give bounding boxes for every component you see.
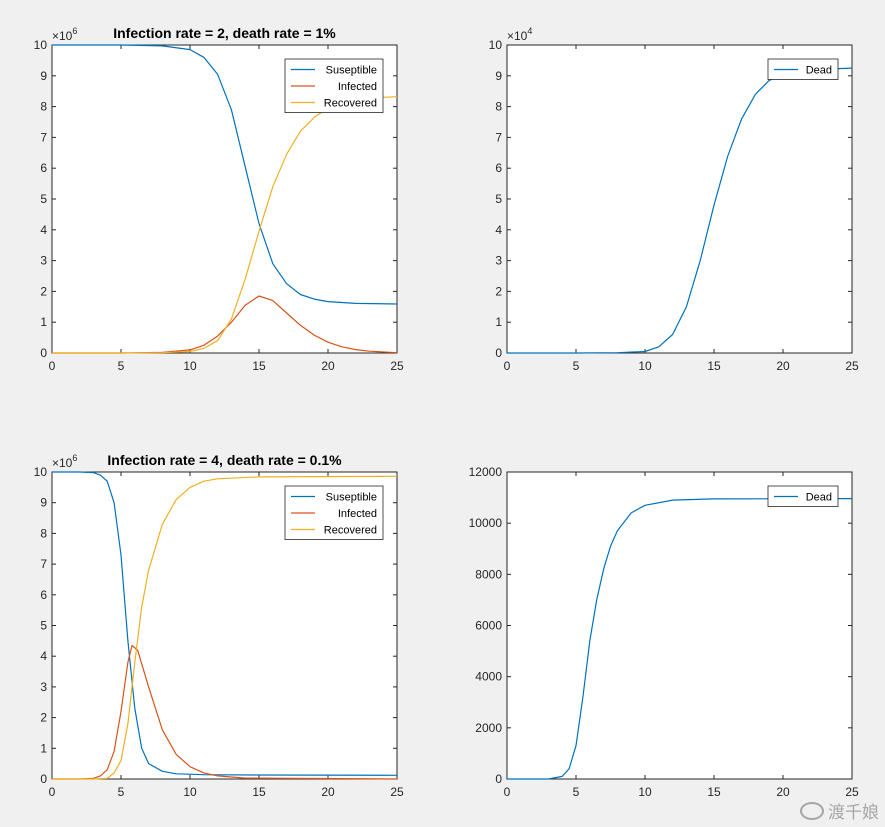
- x-tick-label: 10: [183, 359, 197, 373]
- x-tick-label: 10: [638, 359, 652, 373]
- legend-label: Dead: [806, 65, 832, 77]
- x-tick-label: 15: [252, 359, 266, 373]
- x-tick-label: 5: [573, 785, 580, 799]
- plot-area: [506, 471, 853, 780]
- y-tick-label: 7: [40, 130, 47, 144]
- y-tick-label: 3: [495, 254, 502, 268]
- y-tick-label: 6000: [475, 619, 502, 633]
- legend-label: Recovered: [324, 525, 377, 537]
- subplot-top-right: 0 5 10 15 20 25 0 1 2 3 4 5 6 7 8 9 10 ×104 Dead: [489, 26, 859, 373]
- legend-label: Suseptible: [326, 492, 377, 504]
- y-tick-label: 2000: [475, 721, 502, 735]
- subplot-top-left: 0 5 10 15 20 25 0 1 2 3 4 5 6 7 8 9 10 ×106 Infection rate…: [34, 25, 404, 373]
- y-tick-label: 4: [40, 649, 47, 663]
- y-tick-label: 4: [495, 223, 502, 237]
- y-tick-label: 3: [40, 254, 47, 268]
- x-tick-label: 10: [183, 785, 197, 799]
- legend-label: Infected: [338, 508, 377, 520]
- y-tick-label: 8000: [475, 567, 502, 581]
- x-tick-label: 15: [707, 785, 721, 799]
- subplot-bottom-right: 0 5 10 15 20 25 0 2000 4000 6000 8000 10000 12000 Dea…: [469, 465, 859, 799]
- legend-label: Infected: [338, 81, 377, 93]
- series-line-infected: [52, 644, 398, 780]
- y-tick-label: 12000: [469, 465, 503, 479]
- y-tick-label: 0: [495, 346, 502, 360]
- legend-label: Dead: [806, 492, 832, 504]
- x-tick-label: 5: [118, 359, 125, 373]
- y-tick-label: 6: [40, 161, 47, 175]
- y-tick-label: 4000: [475, 670, 502, 684]
- legend-label: Recovered: [324, 98, 377, 110]
- watermark-text: 渡千娘: [828, 803, 879, 823]
- x-tick-label: 25: [390, 785, 404, 799]
- legend-box: [767, 58, 839, 80]
- y-tick-label: 5: [40, 192, 47, 206]
- x-tick-label: 20: [321, 785, 335, 799]
- x-tick-label: 15: [252, 785, 266, 799]
- y-tick-label: 8: [40, 526, 47, 540]
- y-tick-label: 10000: [469, 516, 503, 530]
- x-tick-label: 20: [321, 359, 335, 373]
- y-tick-label: 3: [40, 680, 47, 694]
- x-tick-label: 5: [573, 359, 580, 373]
- y-tick-label: 8: [495, 100, 502, 114]
- x-tick-label: 25: [845, 359, 859, 373]
- watermark: 渡千娘: [800, 798, 879, 823]
- y-tick-label: 1: [495, 315, 502, 329]
- y-tick-label: 1: [40, 741, 47, 755]
- y-tick-label: 9: [40, 496, 47, 510]
- y-exponent-label: ×106: [52, 453, 77, 470]
- chat-bubble-icon: [800, 801, 824, 820]
- y-tick-label: 0: [495, 772, 502, 786]
- x-tick-label: 0: [504, 785, 511, 799]
- chart-title: Infection rate = 2, death rate = 1%: [113, 25, 336, 41]
- chart-title: Infection rate = 4, death rate = 0.1%: [107, 452, 342, 468]
- y-tick-label: 0: [40, 772, 47, 786]
- y-tick-label: 1: [40, 315, 47, 329]
- y-tick-label: 2: [40, 284, 47, 298]
- y-exponent-label: ×106: [52, 26, 77, 43]
- series-line-dead: [507, 498, 853, 780]
- y-tick-label: 2: [40, 711, 47, 725]
- y-tick-label: 10: [34, 38, 48, 52]
- series-line-recovered: [52, 475, 398, 780]
- x-tick-label: 5: [118, 785, 125, 799]
- legend: Suseptible Infected Recovered: [284, 58, 384, 113]
- y-tick-label: 9: [495, 69, 502, 83]
- x-tick-label: 25: [390, 359, 404, 373]
- x-tick-label: 25: [845, 785, 859, 799]
- y-tick-label: 4: [40, 223, 47, 237]
- y-tick-label: 0: [40, 346, 47, 360]
- legend: Dead: [767, 58, 839, 80]
- y-tick-label: 7: [495, 130, 502, 144]
- y-tick-label: 8: [40, 100, 47, 114]
- series-line-suseptible: [52, 471, 398, 776]
- y-tick-label: 10: [489, 38, 503, 52]
- y-tick-label: 7: [40, 557, 47, 571]
- series-line-infected: [52, 295, 398, 354]
- y-tick-label: 10: [34, 465, 48, 479]
- legend: Suseptible Infected Recovered: [284, 485, 384, 540]
- x-tick-label: 20: [776, 785, 790, 799]
- legend-box: [767, 485, 839, 507]
- x-tick-label: 15: [707, 359, 721, 373]
- x-tick-label: 20: [776, 359, 790, 373]
- y-tick-label: 6: [40, 588, 47, 602]
- y-tick-label: 5: [40, 619, 47, 633]
- legend-label: Suseptible: [326, 65, 377, 77]
- plot-area: [506, 44, 853, 354]
- legend: Dead: [767, 485, 839, 507]
- series-line-suseptible: [52, 44, 398, 305]
- y-tick-label: 9: [40, 69, 47, 83]
- y-tick-label: 2: [495, 284, 502, 298]
- x-tick-label: 0: [49, 359, 56, 373]
- y-tick-label: 5: [495, 192, 502, 206]
- y-tick-label: 6: [495, 161, 502, 175]
- x-tick-label: 0: [504, 359, 511, 373]
- x-tick-label: 0: [49, 785, 56, 799]
- x-tick-label: 10: [638, 785, 652, 799]
- y-exponent-label: ×104: [507, 26, 532, 43]
- subplot-bottom-left: 0 5 10 15 20 25 0 1 2 3 4 5 6 7 8 9 10 ×106 Infection rate…: [34, 452, 404, 799]
